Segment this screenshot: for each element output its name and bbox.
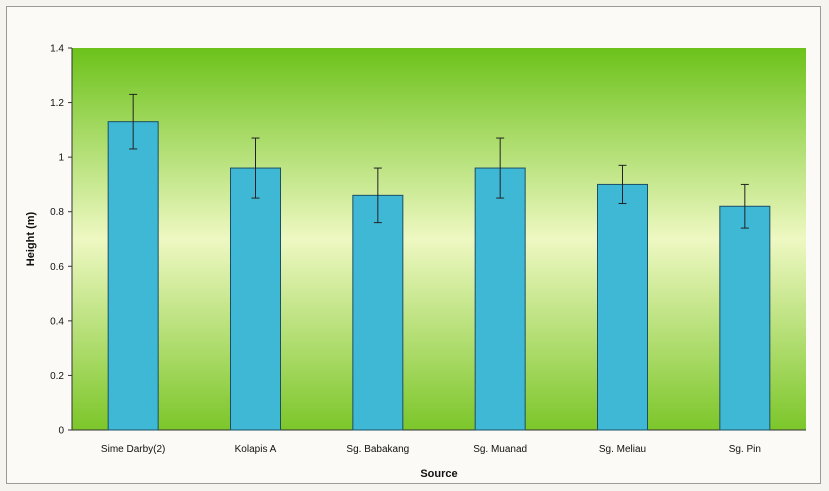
x-axis-title: Source (420, 468, 457, 480)
y-tick-label: 1.4 (50, 44, 64, 55)
x-tick-label: Sg. Babakang (346, 444, 409, 455)
bar (352, 194, 404, 431)
y-tick-label: 0.6 (50, 262, 64, 273)
bar (107, 121, 159, 431)
bar (230, 167, 281, 431)
y-axis-title: Height (m) (25, 211, 37, 266)
y-tick-label: 1.2 (50, 98, 64, 109)
plot-area (72, 48, 806, 430)
error-bar (618, 164, 627, 205)
bars (107, 93, 771, 431)
error-bar (496, 137, 505, 199)
x-tick-label: Sg. Meliau (599, 444, 646, 455)
x-tick-label: Sg. Muanad (473, 444, 527, 455)
y-tick-label: 0.4 (50, 316, 64, 327)
x-tick-label: Kolapis A (235, 444, 277, 455)
bar (474, 167, 526, 431)
x-tick-label: Sime Darby(2) (101, 444, 165, 455)
x-tick-label: Sg. Pin (729, 444, 761, 455)
bar (719, 205, 771, 431)
x-tick-labels: Sime Darby(2) Kolapis A Sg. Babakang Sg. Mu… (101, 444, 761, 455)
y-tick-label: 1 (58, 153, 64, 164)
y-tick-label: 0 (58, 426, 64, 437)
error-bar (129, 93, 138, 150)
y-ticks: 0 0.2 0.4 0.6 0.8 1 1.2 1.4 (50, 44, 72, 437)
y-tick-label: 0.8 (50, 207, 64, 218)
error-bar (251, 137, 260, 199)
error-bar (740, 183, 749, 229)
y-tick-label: 0.2 (50, 371, 64, 382)
bar (597, 183, 648, 431)
error-bar (373, 167, 382, 224)
